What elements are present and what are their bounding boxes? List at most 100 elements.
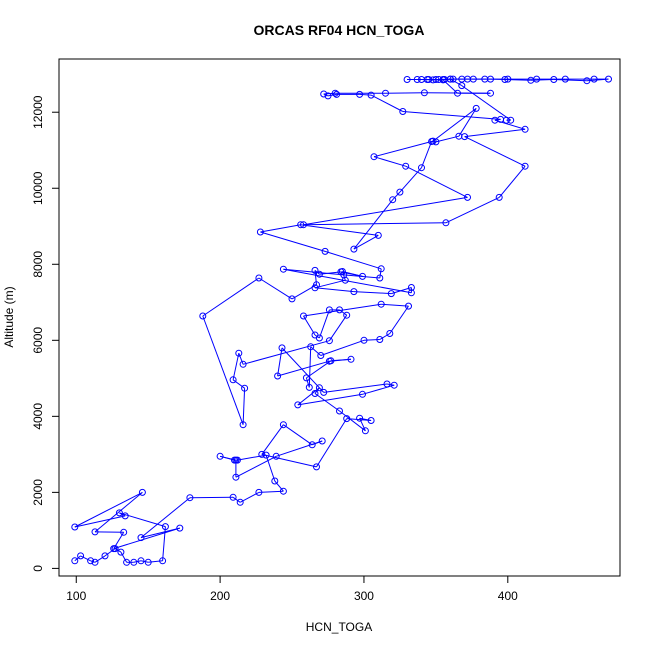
data-point <box>313 463 320 471</box>
data-point <box>278 344 286 352</box>
data-point <box>521 162 529 170</box>
data-point <box>504 75 512 83</box>
data-point <box>87 557 95 565</box>
series-segment <box>80 555 91 562</box>
data-point <box>387 290 395 298</box>
data-point <box>377 300 385 308</box>
data-point <box>137 534 145 542</box>
series-segment <box>402 111 501 120</box>
series-segment <box>386 383 395 386</box>
series-segment <box>379 333 391 340</box>
data-point <box>262 451 270 459</box>
data-point <box>356 90 364 98</box>
data-point <box>383 380 391 388</box>
data-point <box>144 558 152 566</box>
data-point <box>359 390 366 398</box>
series-segment <box>328 314 348 341</box>
x-axis: 100 200 300 400 <box>66 575 518 603</box>
data-point <box>487 75 494 83</box>
data-point <box>91 528 99 536</box>
data-point <box>130 558 138 566</box>
data-point <box>232 456 240 464</box>
series-segment <box>359 417 372 421</box>
data-point <box>271 477 279 485</box>
data-point <box>120 528 128 536</box>
series-segment <box>303 315 316 336</box>
series-segment <box>74 515 126 528</box>
chart-title: ORCAS RF04 HCN_TOGA <box>254 22 425 38</box>
series-segment <box>359 93 372 96</box>
series-segment <box>297 393 363 406</box>
data-point <box>590 75 598 83</box>
series-segment <box>373 156 406 167</box>
series-segment <box>133 560 142 563</box>
series-segment <box>140 560 149 563</box>
data-point <box>258 450 266 458</box>
series-segment <box>242 388 246 425</box>
data-point <box>255 488 263 496</box>
series-segment <box>464 136 526 167</box>
data-point <box>343 415 351 423</box>
series-segment <box>464 128 526 138</box>
data-point <box>458 82 466 90</box>
series-segment <box>320 339 365 356</box>
series-segment <box>140 527 180 539</box>
data-point <box>279 487 287 495</box>
series-segment <box>232 353 240 380</box>
data-point <box>502 116 510 124</box>
series-segment <box>300 224 379 236</box>
data-point <box>325 306 333 314</box>
series-segment <box>277 347 283 377</box>
series-segment <box>306 360 332 379</box>
series-segment <box>283 268 412 294</box>
data-point <box>123 558 131 566</box>
series-segment <box>291 284 317 300</box>
series-segment <box>339 309 347 316</box>
data-point <box>235 349 243 357</box>
data-point <box>343 311 351 319</box>
data-point <box>472 104 480 112</box>
data-point <box>420 89 428 97</box>
data-point <box>186 494 194 502</box>
data-point <box>367 417 375 424</box>
x-tick-label: 300 <box>354 589 374 603</box>
y-tick-label: 8000 <box>31 251 45 278</box>
data-point <box>302 374 310 382</box>
data-point <box>418 164 425 172</box>
data-point <box>403 76 411 83</box>
data-point <box>121 512 129 520</box>
data-point <box>507 116 515 124</box>
series-segment <box>316 418 348 468</box>
data-point <box>320 90 328 98</box>
data-point <box>333 90 341 98</box>
series-segment <box>258 277 293 300</box>
x-tick-label: 200 <box>210 589 230 603</box>
data-point <box>327 357 335 365</box>
data-point <box>336 407 343 415</box>
y-tick-label: 12000 <box>31 95 45 129</box>
series-segment <box>314 279 346 289</box>
series-segment <box>312 440 323 446</box>
series-segment <box>140 497 191 538</box>
data-point <box>407 284 415 291</box>
data-point <box>274 372 282 380</box>
data-point <box>377 265 385 273</box>
data-point <box>176 524 184 532</box>
series-segment <box>94 492 143 533</box>
data-point <box>308 441 316 449</box>
series-segment <box>373 140 434 158</box>
series-segment <box>120 551 128 563</box>
data-point <box>311 284 319 292</box>
series-segment <box>353 234 379 250</box>
series-segment <box>94 555 106 563</box>
series-segment <box>305 377 310 388</box>
x-tick-label: 400 <box>498 589 518 603</box>
data-point <box>300 221 307 229</box>
series-segment <box>74 491 143 528</box>
plot-frame <box>58 58 621 577</box>
series-segment <box>277 360 330 377</box>
data-point <box>305 383 313 391</box>
data-point <box>367 91 375 99</box>
series-points <box>71 75 612 566</box>
